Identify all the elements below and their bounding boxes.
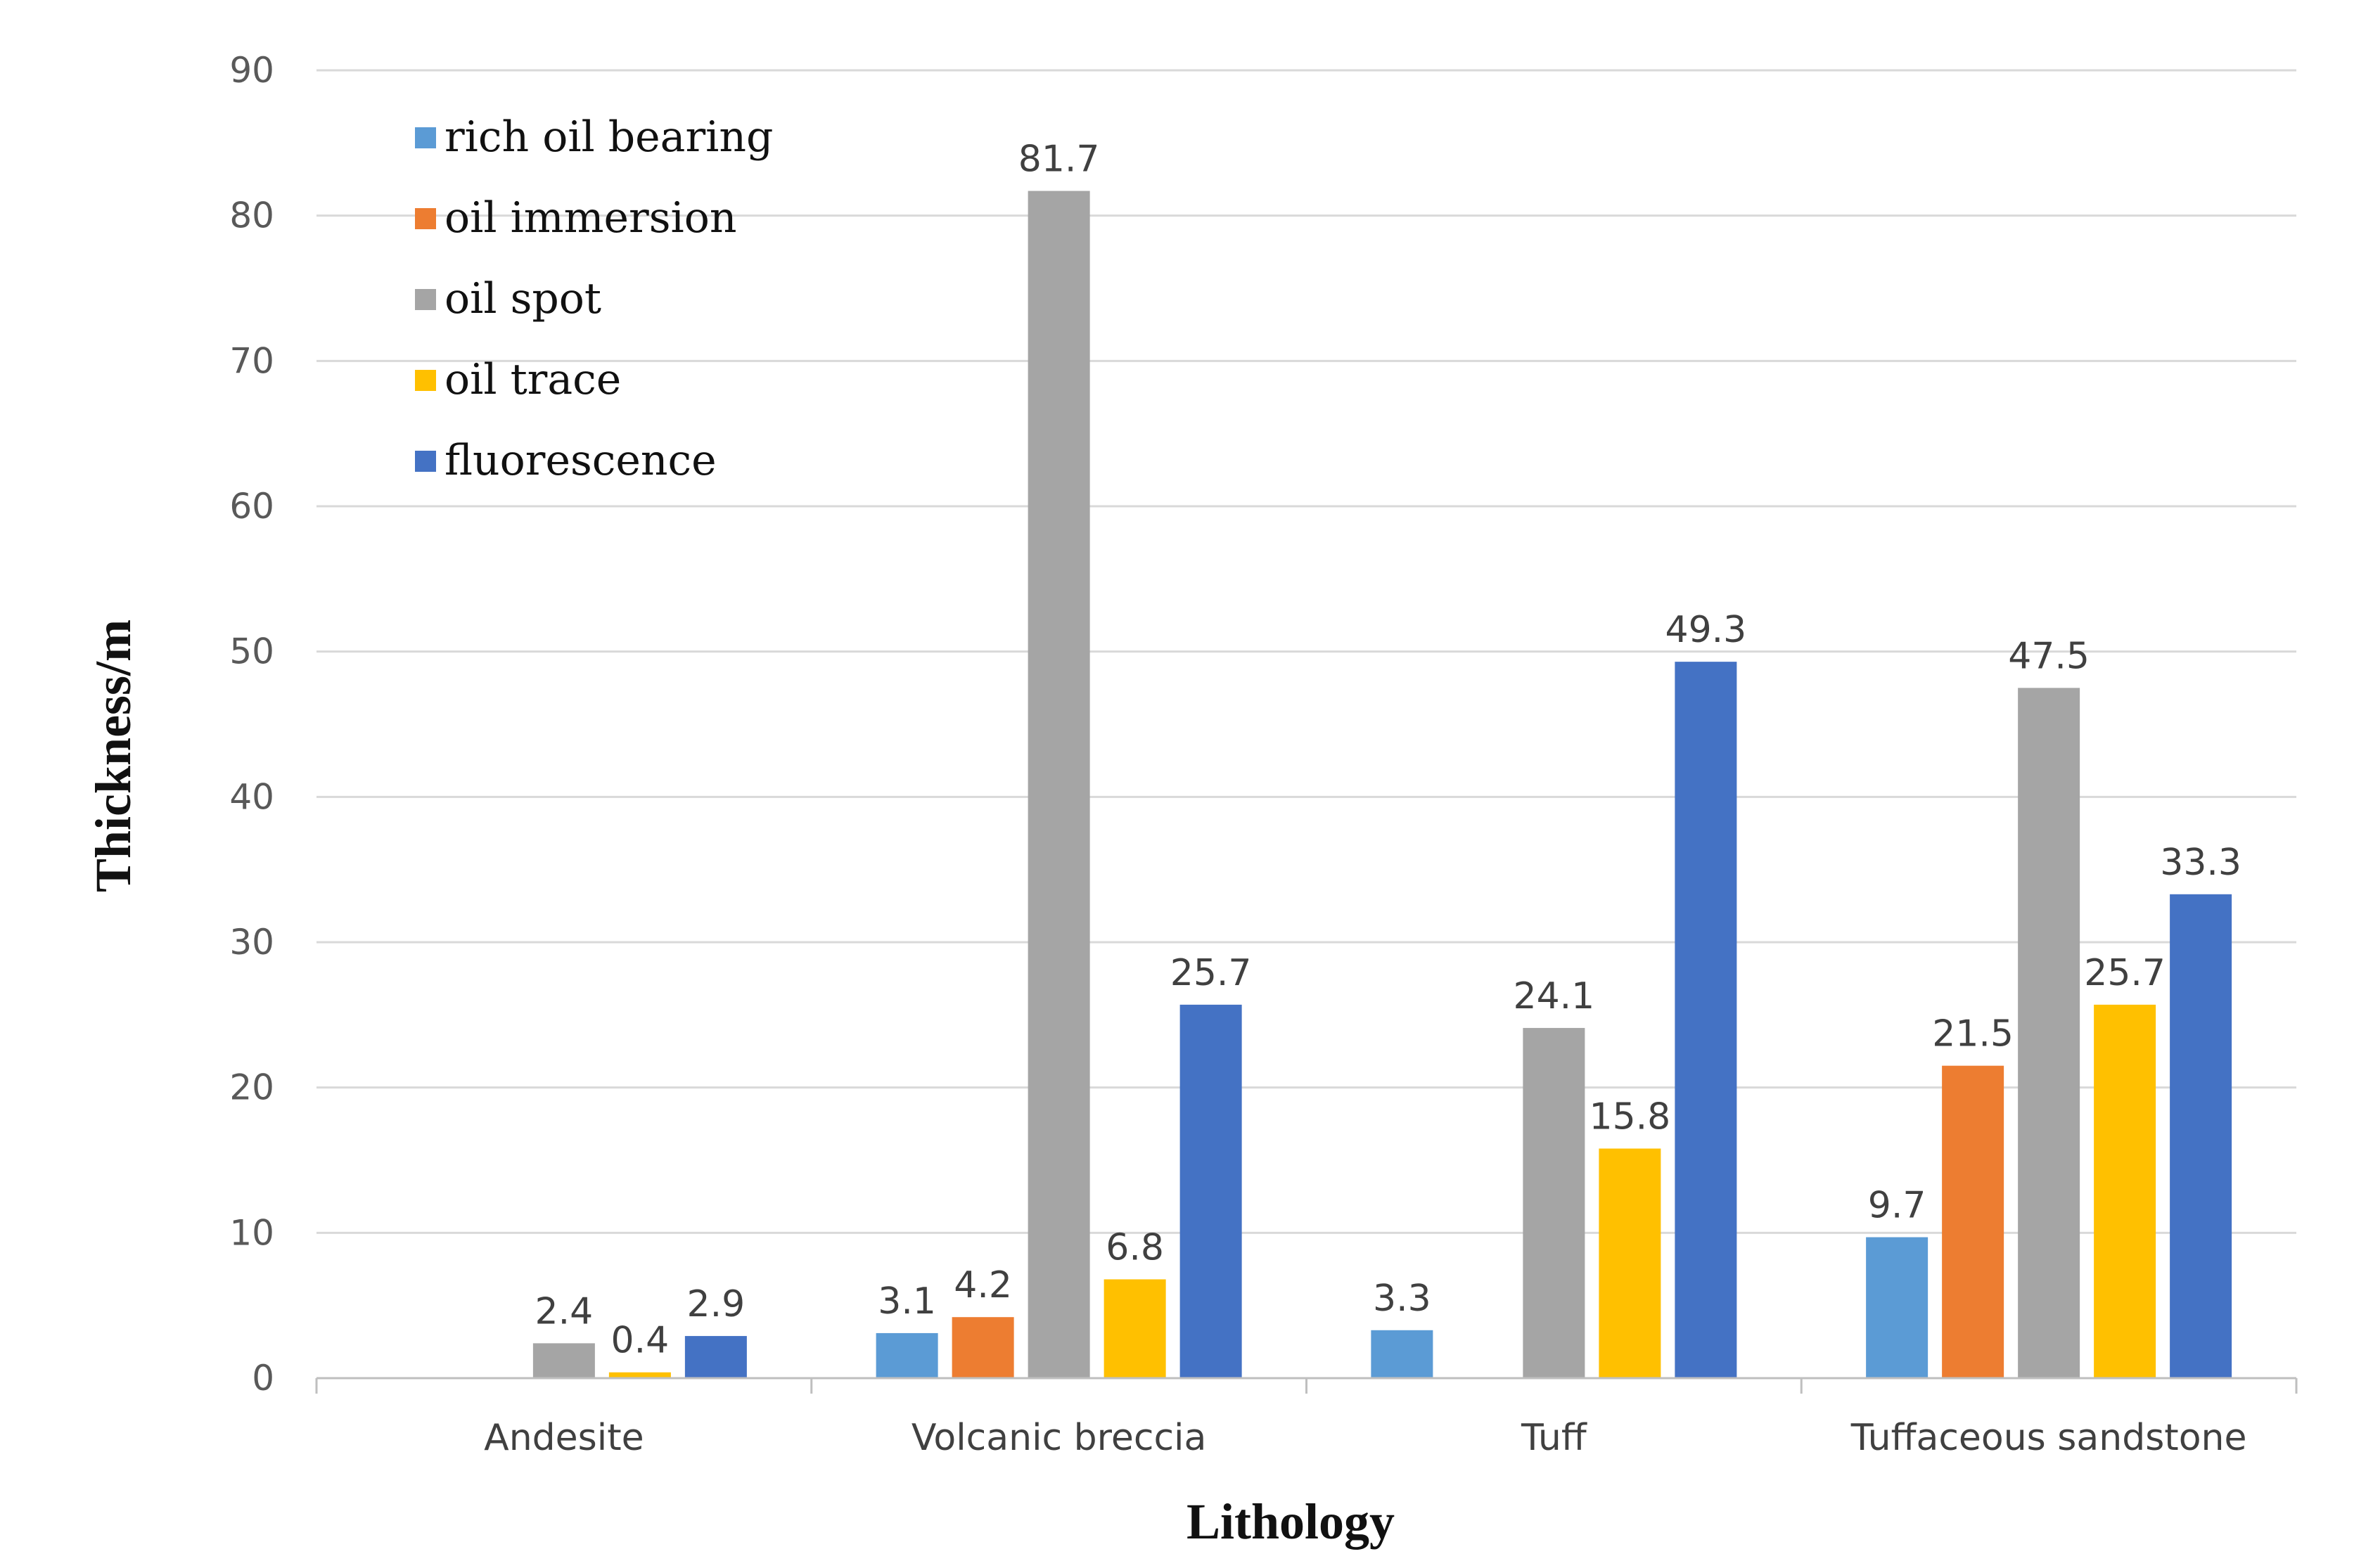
y-tick-label: 40 xyxy=(229,776,274,817)
legend-label-oil-immersion: oil immersion xyxy=(444,193,737,243)
x-axis-title: Lithology xyxy=(1186,1493,1395,1550)
y-tick-label: 0 xyxy=(252,1358,274,1399)
x-tick-label-tuffaceous-sandstone: Tuffaceous sandstone xyxy=(1850,1417,2247,1459)
bar-andesite-oil-trace xyxy=(608,1372,671,1378)
legend: rich oil bearing oil immersion oil spot oil… xyxy=(415,113,773,485)
legend-swatch-oil-trace xyxy=(415,370,436,391)
data-labels: 2.4 0.4 2.9 3.1 4.2 81.7 6.8 25.7 3.3 24.1 15.8 49.… xyxy=(535,139,2241,1362)
legend-swatch-oil-spot xyxy=(415,289,436,310)
data-label-volcanic-breccia-oil-immersion: 4.2 xyxy=(954,1264,1012,1306)
bar-volcanic-breccia-oil-trace xyxy=(1104,1279,1166,1378)
data-label-volcanic-breccia-rich-oil-bearing: 3.1 xyxy=(878,1280,936,1323)
bar-tuffaceous-sandstone-oil-trace xyxy=(2094,1004,2156,1378)
bar-volcanic-breccia-fluorescence xyxy=(1179,1004,1242,1378)
data-label-tuffaceous-sandstone-fluorescence: 33.3 xyxy=(2160,842,2241,884)
data-label-tuff-fluorescence: 49.3 xyxy=(1665,609,1746,651)
data-label-volcanic-breccia-oil-spot: 81.7 xyxy=(1018,139,1100,181)
legend-label-oil-trace: oil trace xyxy=(444,355,621,404)
bar-tuffaceous-sandstone-rich-oil-bearing xyxy=(1866,1237,1929,1378)
data-label-andesite-oil-trace: 0.4 xyxy=(611,1320,670,1362)
data-label-tuffaceous-sandstone-oil-spot: 47.5 xyxy=(2008,635,2090,677)
y-tick-label: 50 xyxy=(229,631,274,672)
x-tick-label-tuff: Tuff xyxy=(1521,1417,1587,1459)
gridlines xyxy=(316,69,2296,1234)
bars xyxy=(532,191,2232,1378)
legend-swatch-oil-immersion xyxy=(415,208,436,229)
bar-tuffaceous-sandstone-fluorescence xyxy=(2170,894,2232,1378)
bar-tuff-rich-oil-bearing xyxy=(1371,1330,1433,1378)
y-tick-label: 30 xyxy=(229,922,274,963)
bar-tuffaceous-sandstone-oil-spot xyxy=(2018,688,2080,1378)
data-label-tuff-oil-spot: 24.1 xyxy=(1513,975,1594,1017)
x-tick-label-andesite: Andesite xyxy=(484,1417,644,1459)
y-tick-label: 70 xyxy=(229,340,274,381)
legend-swatch-rich-oil-bearing xyxy=(415,127,436,148)
y-tick-label: 20 xyxy=(229,1067,274,1108)
bar-andesite-oil-spot xyxy=(532,1343,595,1378)
data-label-volcanic-breccia-fluorescence: 25.7 xyxy=(1170,952,1252,994)
legend-label-oil-spot: oil spot xyxy=(444,274,601,323)
legend-label-rich-oil-bearing: rich oil bearing xyxy=(444,113,773,162)
y-tick-label: 10 xyxy=(229,1212,274,1253)
y-axis-title: Thickness/m xyxy=(85,619,141,892)
legend-swatch-fluorescence xyxy=(415,451,436,472)
data-label-tuff-oil-trace: 15.8 xyxy=(1589,1095,1670,1138)
bar-volcanic-breccia-oil-spot xyxy=(1028,191,1090,1378)
legend-label-fluorescence: fluorescence xyxy=(444,436,717,485)
x-tick-label-volcanic-breccia: Volcanic breccia xyxy=(912,1417,1207,1459)
bar-volcanic-breccia-rich-oil-bearing xyxy=(876,1332,938,1378)
y-tick-label: 60 xyxy=(229,486,274,527)
x-axis: Andesite Volcanic breccia Tuff Tuffaceous s… xyxy=(315,1377,2298,1459)
y-tick-label: 80 xyxy=(229,195,274,236)
data-label-tuff-rich-oil-bearing: 3.3 xyxy=(1373,1278,1431,1320)
bar-andesite-fluorescence xyxy=(684,1336,747,1378)
y-tick-label: 90 xyxy=(229,50,274,91)
bar-tuff-fluorescence xyxy=(1675,662,1737,1378)
bar-volcanic-breccia-oil-immersion xyxy=(952,1317,1014,1378)
data-label-volcanic-breccia-oil-trace: 6.8 xyxy=(1106,1226,1164,1268)
data-label-tuffaceous-sandstone-oil-trace: 25.7 xyxy=(2084,952,2166,994)
bar-tuffaceous-sandstone-oil-immersion xyxy=(1942,1065,2004,1378)
y-axis-ticks: 0 10 20 30 40 50 60 70 80 90 xyxy=(229,50,274,1399)
data-label-tuffaceous-sandstone-oil-immersion: 21.5 xyxy=(1932,1013,2014,1055)
data-label-andesite-oil-spot: 2.4 xyxy=(535,1290,594,1332)
bar-tuff-oil-spot xyxy=(1523,1027,1585,1378)
bar-tuff-oil-trace xyxy=(1599,1148,1661,1378)
data-label-tuffaceous-sandstone-rich-oil-bearing: 9.7 xyxy=(1868,1185,1926,1227)
data-label-andesite-fluorescence: 2.9 xyxy=(687,1283,746,1325)
